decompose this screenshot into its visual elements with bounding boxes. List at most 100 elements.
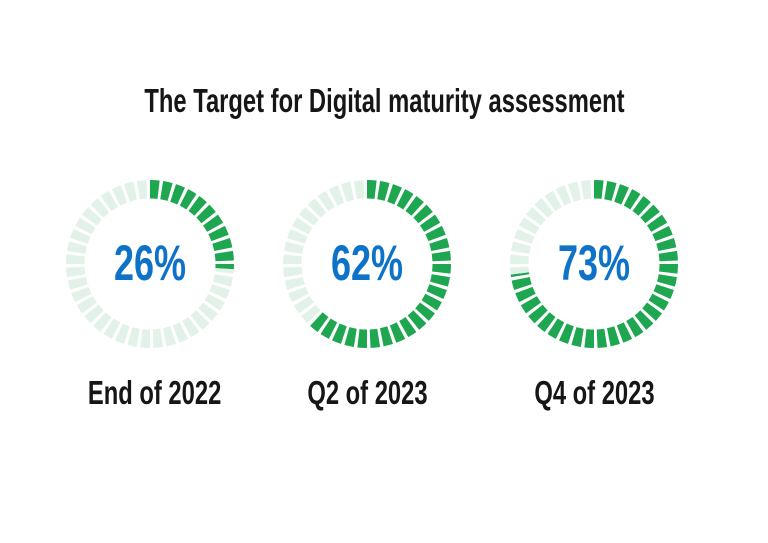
ring-segment-active [389,322,406,343]
ring-segment-active [656,238,677,252]
gauge-percent-value: 26% [113,234,187,291]
ring-segment-inactive [299,207,319,226]
ring-segment-inactive [328,185,345,206]
ring-segment-inactive [190,310,210,330]
ring-segment-active [510,272,530,278]
ring-segment-inactive [283,266,303,278]
donut-ring-chart [66,180,234,348]
ring-segment-active [648,293,669,311]
ring-segment-inactive [100,190,118,212]
ring-segment-active [421,293,442,311]
ring-segment-inactive [162,326,176,347]
ring-segment-inactive [111,185,128,206]
gauge-end-of-2022: 26% [62,176,238,352]
ring-segment-active [614,184,629,205]
ring-segment-active [413,204,433,224]
ring-segment-inactive [283,254,302,264]
ring-segment-active [606,326,620,347]
ring-segment-inactive [70,229,91,244]
gauge-q2-of-2023: 62% [279,176,455,352]
ring-segment-active [367,180,377,199]
ring-segment-inactive [526,207,546,226]
ring-segment-inactive [341,181,355,202]
ring-segment-active [515,286,536,303]
ring-segment-active [547,318,565,339]
ring-segment-inactive [510,266,530,275]
ring-segment-active [160,181,173,201]
ring-segment-active [642,302,662,321]
ring-segment-inactive [514,229,535,244]
gauge-percent-value: 73% [557,234,631,291]
ring-segment-inactive [84,304,104,324]
ring-segment-inactive [511,241,531,254]
ring-segment-active [537,312,556,332]
ring-segment-inactive [71,286,92,303]
ring-segment-active [357,329,367,348]
gauge-q4-of-2023: 73% [506,176,682,352]
ring-segment-active [657,274,677,287]
gauge-label: Q2 of 2023 [279,376,455,409]
ring-segment-inactive [75,217,96,235]
ring-segment-active [634,310,654,330]
ring-segment-inactive [580,180,592,200]
ring-segment-active [320,318,338,339]
ring-segment-active [430,274,450,287]
ring-segment-active [429,238,450,252]
ring-segment-active [596,328,608,348]
donut-ring-chart [510,180,678,348]
ring-segment-inactive [209,284,230,299]
ring-segment-inactive [534,198,554,218]
gauge-label-text: Q2 of 2023 [306,374,428,411]
ring-segment-active [208,225,229,242]
ring-segment-active [528,304,548,324]
ring-segment-inactive [182,316,200,338]
ring-segment-active [202,214,224,232]
ring-segment-active [658,250,678,262]
ring-segment-active [407,310,427,330]
ring-segment-inactive [140,329,150,348]
ring-segment-active [623,189,641,210]
ring-segment-active [377,181,390,201]
ring-segment-active [571,327,584,347]
ring-segment-inactive [293,296,315,314]
ring-segment-active [626,316,644,338]
ring-segment-active [646,214,668,232]
gauge-label-text: End of 2022 [87,374,222,411]
ring-segment-inactive [198,302,218,321]
ring-segment-inactive [353,180,365,200]
ring-segment-inactive [317,190,335,212]
ring-segment-inactive [67,276,88,290]
gauge-label-text: Q4 of 2023 [533,374,655,411]
ring-segment-active [215,264,234,270]
ring-segment-active [659,264,678,274]
ring-segment-active [653,284,674,299]
gauge-label: Q4 of 2023 [506,376,682,409]
ring-segment-inactive [284,241,304,254]
ring-segment-inactive [90,198,110,218]
donut-ring-chart [283,180,451,348]
ring-segment-active [640,204,660,224]
ring-segment-inactive [284,276,305,290]
ring-segment-active [405,196,424,216]
ring-segment-active [399,316,417,338]
ring-segment-active [150,180,160,199]
ring-segment-active [214,250,234,262]
ring-segment-inactive [301,304,321,324]
ring-segment-active [212,238,233,252]
ring-segment-inactive [136,180,148,200]
ring-segment-active [559,323,574,344]
ring-segment-active [419,214,441,232]
ring-segment-inactive [93,312,112,332]
ring-segment-inactive [555,185,572,206]
ring-segment-inactive [67,241,87,254]
gauge-label: End of 2022 [62,376,238,409]
ring-segment-active [344,327,357,347]
ring-segment-inactive [519,217,540,235]
ring-segment-inactive [510,254,529,264]
chart-title-text: The Target for Digital maturity assessme… [143,82,625,119]
ring-segment-inactive [544,190,562,212]
ring-segment-active [431,250,451,262]
ring-segment-inactive [124,181,138,202]
ring-segment-active [652,225,673,242]
